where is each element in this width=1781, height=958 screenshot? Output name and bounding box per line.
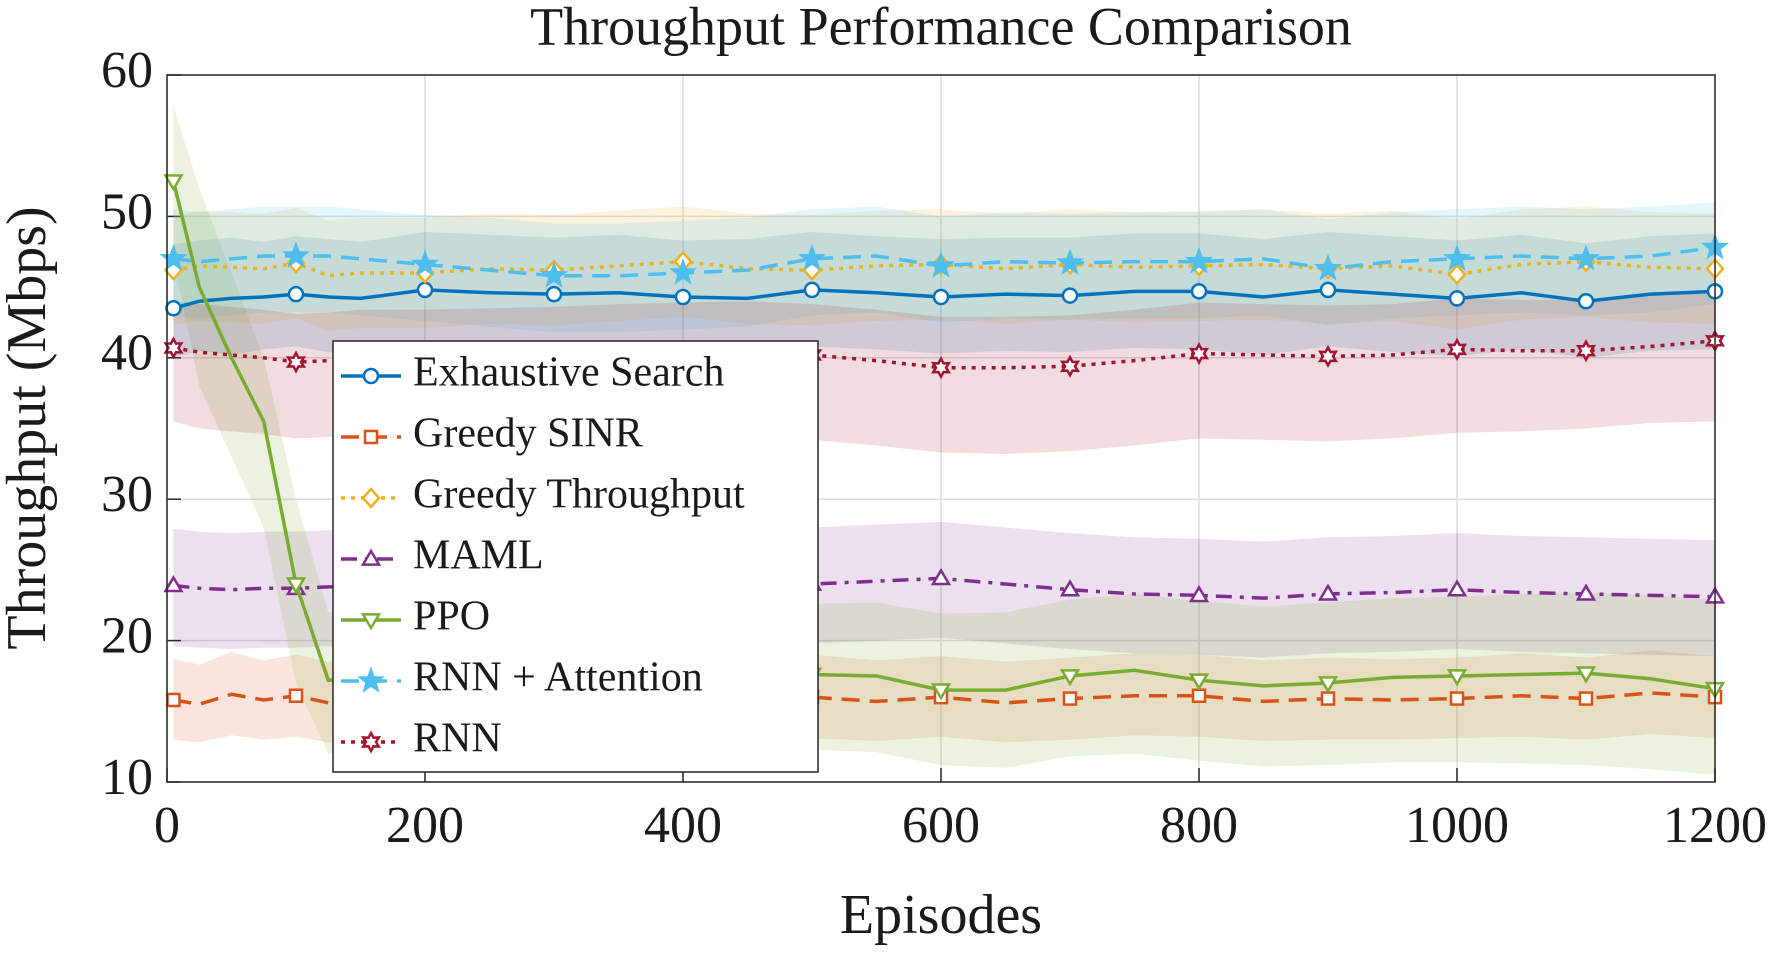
marker bbox=[1056, 248, 1084, 275]
marker bbox=[287, 285, 305, 303]
marker bbox=[1572, 244, 1600, 271]
legend-label: Exhaustive Search bbox=[413, 350, 724, 396]
marker bbox=[803, 281, 821, 299]
marker bbox=[930, 356, 952, 380]
x-tick-label: 800 bbox=[1160, 797, 1238, 854]
y-tick-label: 20 bbox=[101, 608, 153, 665]
marker bbox=[362, 367, 380, 385]
marker bbox=[165, 300, 182, 317]
series-line bbox=[173, 339, 1716, 370]
marker bbox=[1448, 290, 1466, 307]
marker bbox=[1188, 341, 1210, 366]
marker bbox=[357, 666, 385, 693]
marker bbox=[1446, 337, 1468, 361]
band bbox=[173, 106, 1716, 775]
marker bbox=[1188, 584, 1210, 603]
marker bbox=[285, 350, 307, 374]
x-tick-label: 600 bbox=[902, 797, 980, 854]
marker bbox=[540, 261, 568, 288]
marker bbox=[930, 683, 952, 701]
legend-label: Greedy SINR bbox=[413, 411, 643, 457]
marker bbox=[1575, 666, 1597, 684]
marker bbox=[360, 730, 382, 754]
marker bbox=[1317, 676, 1339, 694]
y-tick-label: 10 bbox=[101, 749, 153, 806]
marker bbox=[1575, 583, 1597, 601]
x-tick-label: 0 bbox=[154, 797, 180, 854]
marker bbox=[1317, 583, 1339, 601]
x-tick-label: 1000 bbox=[1405, 797, 1509, 854]
marker bbox=[932, 288, 950, 306]
marker bbox=[163, 336, 184, 360]
marker bbox=[927, 251, 955, 278]
series-line bbox=[173, 259, 1716, 278]
marker bbox=[163, 174, 184, 192]
x-tick-label: 1200 bbox=[1663, 797, 1767, 854]
marker bbox=[1447, 263, 1467, 286]
marker bbox=[163, 574, 184, 593]
y-tick-label: 60 bbox=[101, 42, 153, 99]
chart-title: Throughput Performance Comparison bbox=[530, 0, 1352, 56]
x-tick-label: 400 bbox=[644, 797, 722, 854]
y-tick-label: 30 bbox=[101, 466, 153, 523]
marker bbox=[1185, 246, 1213, 274]
plot-frame bbox=[166, 74, 1716, 783]
marker bbox=[669, 258, 697, 285]
marker bbox=[1449, 691, 1465, 706]
marker bbox=[798, 244, 826, 271]
marker bbox=[1059, 579, 1081, 597]
marker bbox=[1319, 281, 1337, 299]
legend-label: MAML bbox=[413, 533, 544, 579]
marker bbox=[674, 288, 692, 306]
marker bbox=[363, 429, 379, 445]
marker bbox=[288, 688, 304, 703]
marker bbox=[1320, 691, 1336, 706]
marker bbox=[360, 613, 382, 631]
x-tick-label: 200 bbox=[386, 797, 464, 854]
marker bbox=[1446, 669, 1468, 687]
marker bbox=[930, 567, 952, 586]
series-line bbox=[171, 180, 1716, 692]
marker bbox=[1443, 244, 1471, 271]
marker bbox=[285, 577, 307, 595]
marker bbox=[360, 548, 382, 566]
marker bbox=[411, 249, 439, 277]
y-tick-label: 40 bbox=[101, 325, 153, 382]
marker bbox=[1446, 579, 1468, 597]
legend-label: RNN + Attention bbox=[413, 655, 703, 701]
marker bbox=[1314, 254, 1342, 281]
marker bbox=[166, 692, 181, 708]
marker bbox=[1059, 354, 1081, 378]
marker bbox=[545, 285, 563, 303]
series-line bbox=[173, 245, 1716, 278]
marker bbox=[1575, 339, 1597, 363]
marker bbox=[1190, 283, 1208, 300]
legend-label: Greedy Throughput bbox=[413, 472, 745, 518]
marker bbox=[1062, 691, 1078, 706]
y-tick-label: 50 bbox=[101, 183, 153, 240]
marker bbox=[1061, 287, 1079, 304]
marker bbox=[282, 241, 310, 268]
y-axis-label: Throughput (Mbps) bbox=[0, 206, 58, 649]
legend-label: PPO bbox=[413, 594, 490, 640]
legend-label: RNN bbox=[413, 716, 502, 762]
marker bbox=[1188, 673, 1210, 691]
marker bbox=[159, 244, 188, 271]
x-axis-label: Episodes bbox=[840, 884, 1042, 946]
marker bbox=[1059, 669, 1081, 687]
marker bbox=[361, 487, 381, 509]
marker bbox=[1578, 691, 1594, 706]
series-line bbox=[172, 288, 1716, 310]
series-line bbox=[173, 691, 1716, 707]
marker bbox=[1191, 688, 1207, 703]
marker bbox=[1317, 344, 1339, 369]
legend-box bbox=[332, 340, 819, 773]
marker bbox=[416, 281, 434, 299]
marker bbox=[1577, 292, 1595, 310]
